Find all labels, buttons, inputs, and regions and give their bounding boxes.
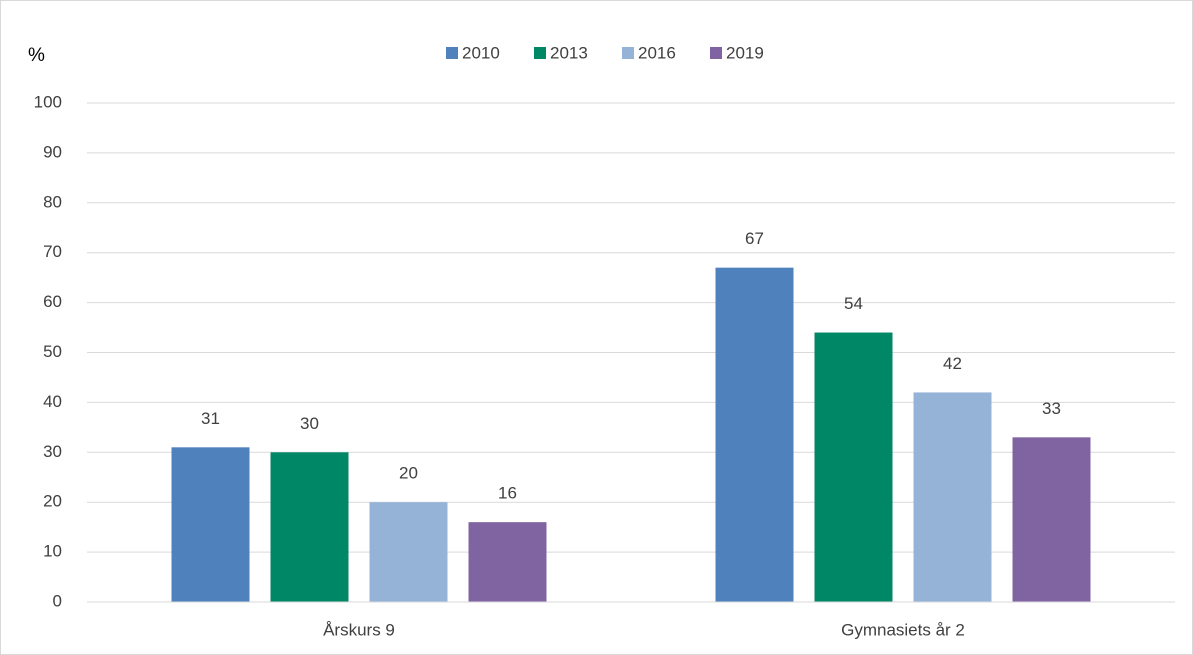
y-tick-label: 70	[43, 242, 62, 261]
data-label: 16	[498, 484, 517, 503]
bar	[468, 522, 547, 602]
bar	[715, 267, 794, 602]
legend-label: 2010	[462, 43, 500, 62]
legend-label: 2019	[726, 43, 764, 62]
legend-label: 2016	[638, 43, 676, 62]
y-tick-label: 60	[43, 292, 62, 311]
bar	[913, 392, 992, 602]
bar	[814, 332, 893, 602]
data-label: 31	[201, 409, 220, 428]
legend-swatch	[534, 47, 546, 59]
legend-swatch	[710, 47, 722, 59]
legend-swatch	[622, 47, 634, 59]
y-tick-label: 50	[43, 342, 62, 361]
y-tick-label: 10	[43, 542, 62, 561]
y-tick-label: 0	[53, 591, 62, 610]
y-tick-label: 20	[43, 492, 62, 511]
y-tick-label: 90	[43, 142, 62, 161]
x-tick-label: Årskurs 9	[323, 620, 395, 639]
data-label: 54	[844, 294, 863, 313]
bar	[270, 452, 349, 602]
bar	[171, 447, 250, 602]
data-label: 30	[300, 414, 319, 433]
data-label: 67	[745, 229, 764, 248]
data-label: 33	[1042, 399, 1061, 418]
legend-label: 2013	[550, 43, 588, 62]
bar	[369, 502, 448, 602]
y-tick-label: 30	[43, 442, 62, 461]
y-tick-label: 80	[43, 192, 62, 211]
legend-swatch	[446, 47, 458, 59]
y-axis-label: %	[28, 45, 45, 66]
data-label: 42	[943, 354, 962, 373]
x-tick-label: Gymnasiets år 2	[841, 620, 965, 639]
y-tick-label: 40	[43, 392, 62, 411]
y-tick-label: 100	[34, 92, 62, 111]
data-label: 20	[399, 464, 418, 483]
bar	[1012, 437, 1091, 602]
